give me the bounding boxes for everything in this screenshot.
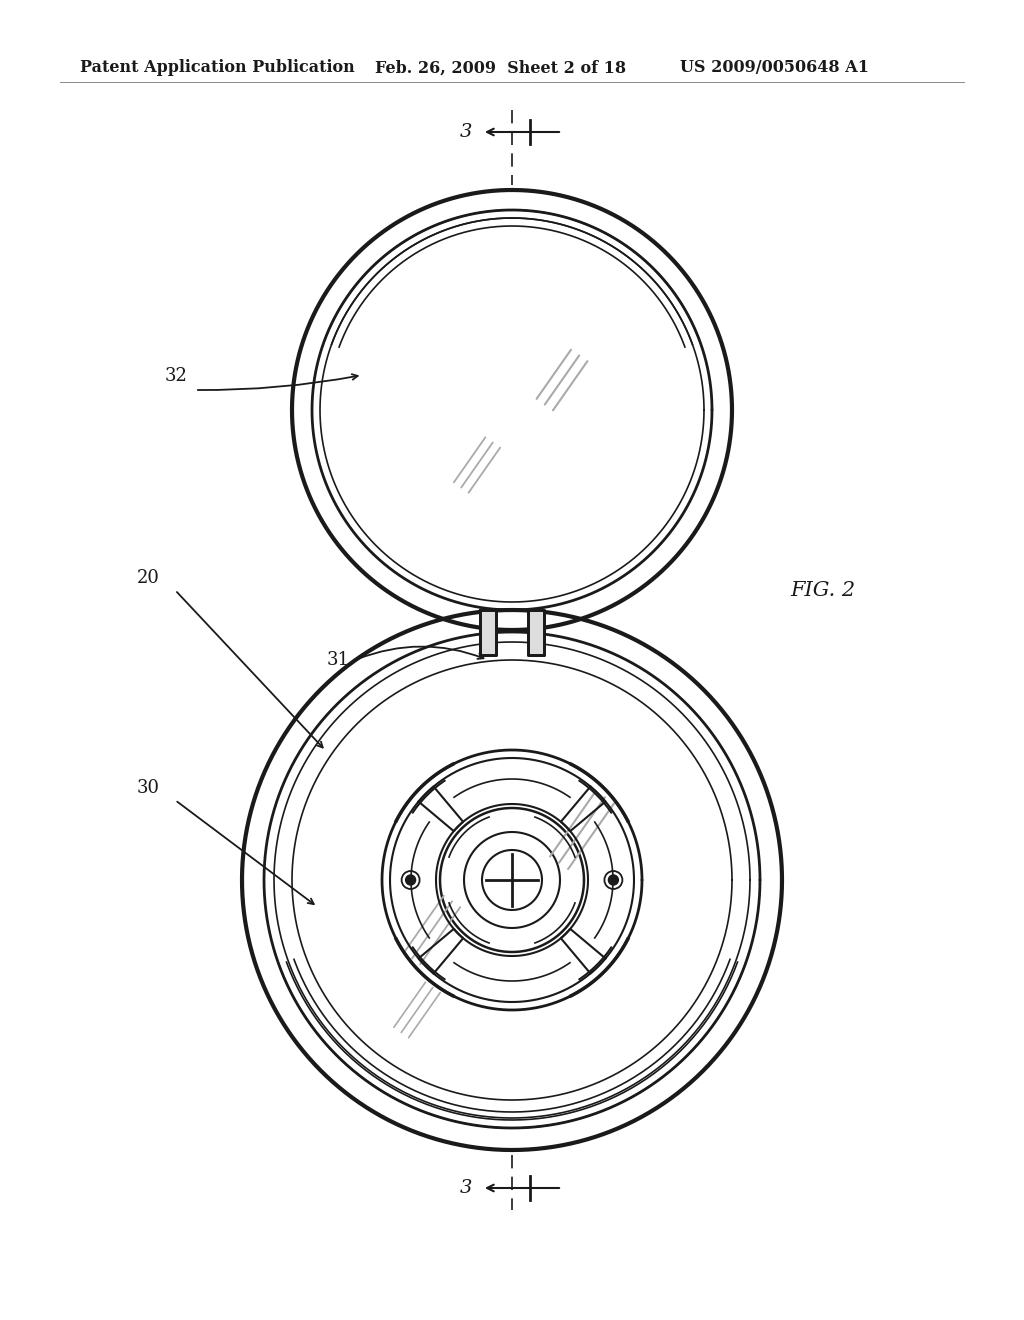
Text: 3: 3 bbox=[460, 1179, 472, 1197]
Text: 3: 3 bbox=[460, 123, 472, 141]
Text: 32: 32 bbox=[164, 367, 187, 385]
Circle shape bbox=[406, 875, 416, 884]
Polygon shape bbox=[528, 610, 544, 655]
Text: 31: 31 bbox=[327, 651, 350, 669]
Text: Feb. 26, 2009  Sheet 2 of 18: Feb. 26, 2009 Sheet 2 of 18 bbox=[375, 59, 626, 77]
Text: 20: 20 bbox=[137, 569, 160, 587]
Polygon shape bbox=[480, 610, 496, 655]
Text: 30: 30 bbox=[137, 779, 160, 797]
Circle shape bbox=[608, 875, 618, 884]
Text: FIG. 2: FIG. 2 bbox=[790, 581, 855, 599]
Text: US 2009/0050648 A1: US 2009/0050648 A1 bbox=[680, 59, 869, 77]
Text: Patent Application Publication: Patent Application Publication bbox=[80, 59, 354, 77]
